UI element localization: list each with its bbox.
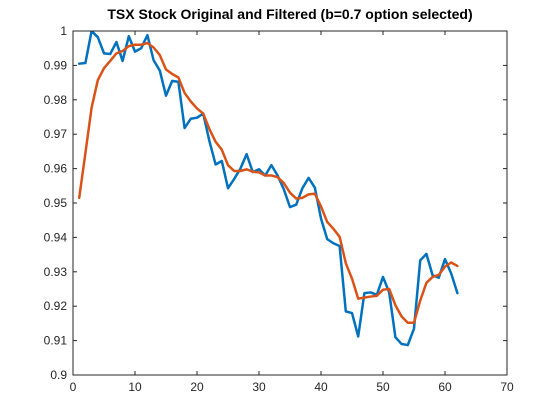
plot-area bbox=[73, 31, 507, 375]
x-tick-label: 60 bbox=[438, 380, 452, 394]
y-tick-label: 0.94 bbox=[44, 230, 68, 244]
x-tick-label: 70 bbox=[500, 380, 514, 394]
y-tick-label: 0.92 bbox=[44, 299, 68, 313]
y-tick-label: 0.97 bbox=[44, 127, 68, 141]
x-tick-label: 40 bbox=[314, 380, 328, 394]
y-tick-label: 0.96 bbox=[44, 162, 68, 176]
chart-title: TSX Stock Original and Filtered (b=0.7 o… bbox=[107, 6, 472, 22]
x-tick-label: 50 bbox=[376, 380, 390, 394]
y-tick-label: 0.93 bbox=[44, 265, 68, 279]
x-tick-label: 30 bbox=[252, 380, 266, 394]
x-tick-label: 10 bbox=[128, 380, 142, 394]
x-tick-label: 0 bbox=[70, 380, 77, 394]
y-tick-label: 0.9 bbox=[50, 368, 67, 382]
y-tick-label: 0.95 bbox=[44, 196, 68, 210]
x-tick-label: 20 bbox=[190, 380, 204, 394]
y-tick-label: 0.99 bbox=[44, 58, 68, 72]
y-tick-label: 0.98 bbox=[44, 93, 68, 107]
y-tick-label: 1 bbox=[60, 24, 67, 38]
y-tick-label: 0.91 bbox=[44, 334, 68, 348]
